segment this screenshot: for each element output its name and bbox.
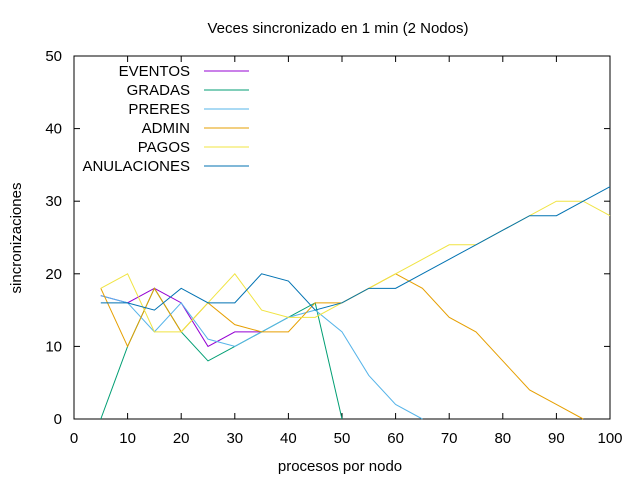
legend-label-anulaciones: ANULACIONES bbox=[82, 158, 190, 175]
y-tick-label: 20 bbox=[45, 266, 62, 283]
series-line-gradas bbox=[100, 287, 343, 420]
plot-area: 0 10 20 30 40 50 60 70 80 90 100 0 10 20 30 40 50 EVENTOS… bbox=[45, 48, 622, 447]
x-tick-label: 70 bbox=[441, 430, 458, 447]
legend-label-eventos: EVENTOS bbox=[119, 63, 190, 80]
x-tick-label: 80 bbox=[494, 430, 511, 447]
x-tick-label: 90 bbox=[548, 430, 565, 447]
series-line-pagos bbox=[100, 200, 611, 333]
series-line-preres bbox=[100, 295, 423, 420]
x-tick-label: 20 bbox=[173, 430, 190, 447]
x-tick-label: 40 bbox=[280, 430, 297, 447]
series-line-eventos bbox=[100, 287, 262, 348]
x-tick-label: 30 bbox=[226, 430, 243, 447]
y-tick-label: 30 bbox=[45, 193, 62, 210]
y-tick-label: 0 bbox=[54, 411, 62, 428]
x-tick-label: 50 bbox=[334, 430, 351, 447]
series-line-anulaciones bbox=[100, 186, 611, 311]
legend-label-pagos: PAGOS bbox=[138, 139, 190, 156]
y-tick-label: 40 bbox=[45, 121, 62, 138]
legend-label-admin: ADMIN bbox=[142, 120, 190, 137]
chart-title: Veces sincronizado en 1 min (2 Nodos) bbox=[208, 20, 469, 37]
x-tick-label: 100 bbox=[597, 430, 622, 447]
y-tick-label: 50 bbox=[45, 48, 62, 65]
x-tick-label: 0 bbox=[70, 430, 78, 447]
x-tick-label: 10 bbox=[119, 430, 136, 447]
x-axis-label: procesos por nodo bbox=[278, 458, 402, 475]
legend-label-preres: PRERES bbox=[128, 101, 190, 118]
legend-label-gradas: GRADAS bbox=[127, 82, 190, 99]
series-line-admin bbox=[100, 273, 584, 420]
y-tick-label: 10 bbox=[45, 338, 62, 355]
y-axis-label: sincronizaciones bbox=[8, 183, 25, 294]
x-tick-label: 60 bbox=[387, 430, 404, 447]
